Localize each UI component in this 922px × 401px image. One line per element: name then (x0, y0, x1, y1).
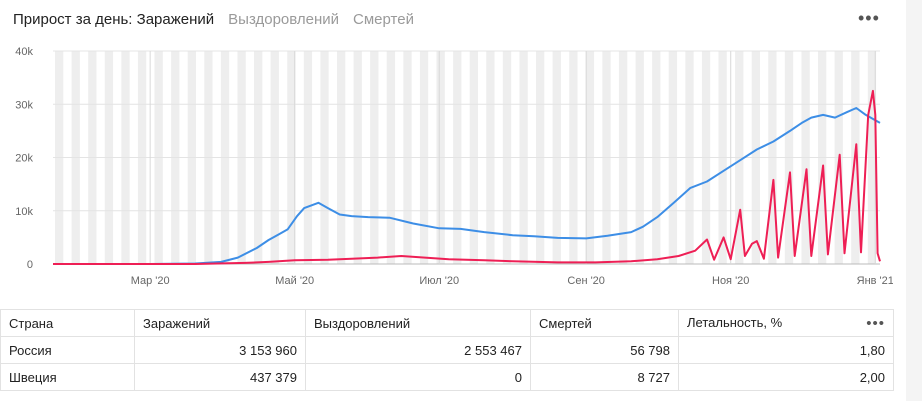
x-tick-label: Янв '21 (857, 275, 893, 287)
table-header-row: Страна Заражений Выздоровлений Смертей Л… (0, 309, 894, 337)
col-header-deaths[interactable]: Смертей (530, 309, 679, 337)
cell-recovered: 2 553 467 (305, 336, 531, 364)
daily-growth-chart: 0 10k 20k 30k 40k Мар '20 Май '20 Июл '20 Сен '2… (15, 46, 893, 287)
cell-infections: 3 153 960 (134, 336, 306, 364)
col-header-infections[interactable]: Заражений (134, 309, 306, 337)
col-header-lethality[interactable]: Летальность, % ••• (678, 309, 894, 337)
cell-recovered: 0 (305, 363, 531, 391)
y-tick-label: 30k (15, 99, 33, 111)
more-icon[interactable]: ••• (866, 314, 885, 332)
cell-infections: 437 379 (134, 363, 306, 391)
col-header-country[interactable]: Страна (0, 309, 135, 337)
x-tick-label: Май '20 (275, 275, 314, 287)
col-header-lethality-label: Летальность, % (687, 314, 783, 330)
y-tick-label: 40k (15, 46, 33, 58)
series-line-deaths (53, 89, 881, 265)
y-tick-label: 0 (27, 259, 33, 271)
table-row[interactable]: Швеция 437 379 0 8 727 2,00 (0, 363, 894, 391)
cell-country: Швеция (0, 363, 135, 391)
series-line-infections (53, 107, 881, 265)
x-tick-label: Июл '20 (419, 275, 459, 287)
x-tick-label: Ноя '20 (712, 275, 749, 287)
table-row[interactable]: Россия 3 153 960 2 553 467 56 798 1,80 (0, 336, 894, 364)
scrollbar-track[interactable] (906, 0, 922, 401)
x-tick-label: Мар '20 (131, 275, 170, 287)
cell-country: Россия (0, 336, 135, 364)
more-icon[interactable]: ••• (858, 8, 880, 28)
y-tick-label: 10k (15, 206, 33, 218)
country-table: Страна Заражений Выздоровлений Смертей Л… (0, 309, 894, 391)
y-tick-label: 20k (15, 153, 33, 165)
cell-deaths: 8 727 (530, 363, 679, 391)
cell-deaths: 56 798 (530, 336, 679, 364)
tab-infections[interactable]: Прирост за день: Заражений (13, 10, 215, 28)
cell-lethality: 2,00 (678, 363, 894, 391)
col-header-recovered[interactable]: Выздоровлений (305, 309, 531, 337)
tab-bar: Прирост за день: Заражений Выздоровлений… (13, 9, 414, 29)
tab-recovered[interactable]: Выздоровлений (228, 10, 340, 28)
x-tick-label: Сен '20 (567, 275, 605, 287)
tab-deaths[interactable]: Смертей (353, 10, 414, 28)
cell-lethality: 1,80 (678, 336, 894, 364)
